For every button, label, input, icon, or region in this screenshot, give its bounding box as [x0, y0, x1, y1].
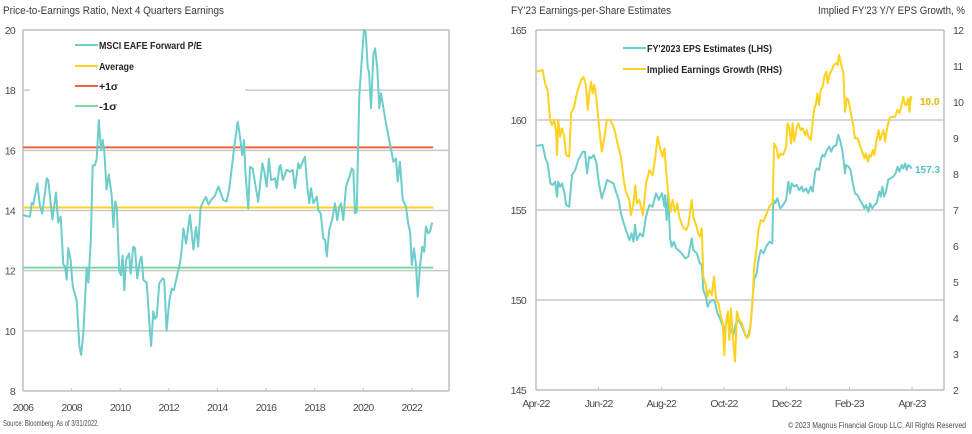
x-tick-label: 2010 [110, 402, 131, 414]
x-tick-label: 2006 [13, 402, 34, 414]
left-y-tick-label: 155 [511, 205, 527, 217]
left-chart-title: Price-to-Earnings Ratio, Next 4 Quarters… [3, 5, 224, 17]
right-chart-title: FY'23 Earnings-per-Share Estimates [511, 5, 671, 17]
right-legend: FY'2023 EPS Estimates (LHS) Implied Earn… [623, 44, 782, 76]
pe-ratio-chart: Price-to-Earnings Ratio, Next 4 Quarters… [3, 5, 450, 428]
x-tick-label: 2008 [61, 402, 82, 414]
y-tick-label: 10 [5, 326, 16, 338]
left-gridlines [23, 89, 449, 332]
left-y-tick-label: 150 [511, 295, 527, 307]
right-y-tick-label: 9 [953, 133, 959, 145]
source-note: Source: Bloomberg. As of 3/31/2022. [3, 419, 99, 428]
y-tick-label: 8 [10, 386, 16, 398]
series-line-msci-eafe-pe [22, 29, 434, 356]
legend-label-average: Average [99, 62, 134, 73]
end-label-eps-estimates: 157.3 [915, 165, 940, 176]
legend-label-eps-estimates: FY'2023 EPS Estimates (LHS) [647, 44, 772, 55]
x-tick-label: Dec-22 [772, 398, 803, 410]
right-y-tick-label: 4 [953, 313, 959, 325]
right-y-tick-label: 8 [953, 169, 959, 181]
x-tick-label: 2016 [256, 402, 277, 414]
x-tick-label: Apr-23 [898, 398, 926, 410]
left-y-axis-labels: 8 10 12 14 16 18 20 [5, 25, 17, 398]
y-tick-label: 20 [5, 25, 16, 37]
right-series [535, 53, 913, 363]
copyright-note: © 2023 Magnus Financial Group LLC. All R… [788, 421, 966, 430]
right-y-tick-label: 2 [953, 385, 959, 397]
right-chart-right-axis-title: Implied FY'23 Y/Y EPS Growth, % [818, 5, 965, 17]
x-tick-label: Aug-22 [647, 398, 678, 410]
right-y-tick-label: 7 [953, 205, 959, 217]
legend-label-minus-1-sigma: -1σ [99, 102, 117, 113]
left-legend-background [30, 34, 245, 114]
right-right-y-axis-labels: 2 3 4 5 6 7 8 9 10 11 12 [953, 25, 965, 397]
x-tick-label: 2022 [402, 402, 423, 414]
x-tick-label: Feb-23 [835, 398, 865, 410]
left-reference-lines [23, 146, 434, 269]
right-y-tick-label: 3 [953, 349, 959, 361]
x-tick-label: 2012 [159, 402, 180, 414]
left-series [22, 29, 434, 356]
legend-item-average: Average [75, 62, 134, 73]
left-y-tick-label: 145 [511, 385, 527, 397]
left-x-axis-labels: 2006 2008 2010 2012 2014 2016 2018 2020 2022 [13, 388, 424, 414]
right-y-tick-label: 12 [953, 25, 964, 37]
x-tick-label: 2014 [207, 402, 228, 414]
left-plot-frame [22, 29, 450, 392]
right-y-tick-label: 10 [953, 97, 964, 109]
legend-item-plus-1-sigma: +1σ [75, 82, 118, 93]
end-label-earnings-growth: 10.0 [920, 97, 940, 108]
left-y-tick-label: 165 [511, 25, 527, 37]
y-tick-label: 14 [5, 206, 16, 218]
right-y-tick-label: 11 [953, 61, 963, 73]
x-tick-label: Jun-22 [585, 398, 614, 410]
y-tick-label: 12 [5, 266, 16, 278]
series-line-earnings-growth [535, 53, 913, 363]
legend-item-earnings-growth: Implied Earnings Growth (RHS) [623, 65, 782, 76]
right-left-y-axis-labels: 145 150 155 160 165 [511, 25, 528, 397]
y-tick-label: 16 [5, 145, 16, 157]
x-tick-label: 2018 [304, 402, 325, 414]
right-x-axis-labels: Apr-22 Jun-22 Aug-22 Oct-22 Dec-22 Feb-23 Apr-… [522, 387, 927, 410]
legend-item-minus-1-sigma: -1σ [75, 102, 117, 113]
y-tick-label: 18 [5, 85, 16, 97]
legend-label-plus-1-sigma: +1σ [99, 82, 118, 93]
left-y-tick-label: 160 [511, 115, 527, 127]
right-y-tick-label: 5 [953, 277, 959, 289]
right-plot-frame [535, 29, 945, 391]
legend-label-earnings-growth: Implied Earnings Growth (RHS) [647, 65, 782, 76]
legend-item-eps-estimates: FY'2023 EPS Estimates (LHS) [623, 44, 772, 55]
x-tick-label: 2020 [353, 402, 374, 414]
eps-estimates-chart: FY'23 Earnings-per-Share Estimates Impli… [511, 5, 966, 430]
legend-label-pe: MSCI EAFE Forward P/E [99, 41, 202, 52]
legend-item-pe: MSCI EAFE Forward P/E [75, 41, 202, 52]
right-y-tick-label: 6 [953, 241, 959, 253]
right-gridlines [536, 119, 944, 301]
series-line-eps-estimates [535, 133, 913, 338]
left-legend: MSCI EAFE Forward P/E Average +1σ -1σ [30, 34, 245, 114]
x-tick-label: Oct-22 [710, 398, 738, 410]
x-tick-label: Apr-22 [522, 398, 550, 410]
